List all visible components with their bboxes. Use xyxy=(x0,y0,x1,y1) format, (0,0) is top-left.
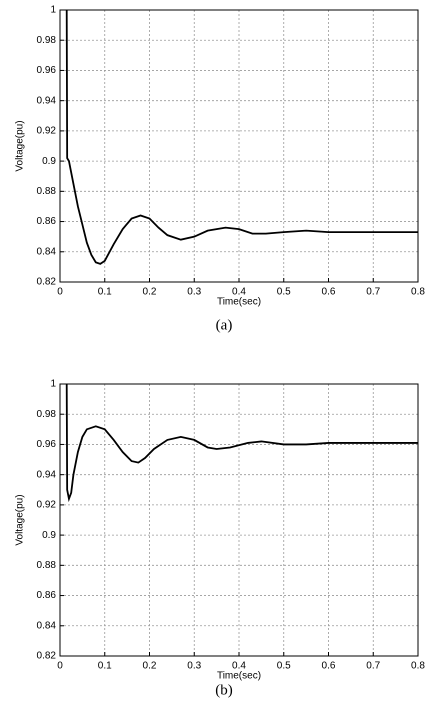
x-tick-label: 0.7 xyxy=(366,287,380,298)
x-tick-label: 0.4 xyxy=(232,661,246,672)
y-tick-label: 1 xyxy=(50,379,56,390)
x-tick-label: 0.1 xyxy=(98,661,112,672)
x-tick-label: 0.8 xyxy=(411,661,425,672)
y-tick-label: 0.96 xyxy=(37,65,57,76)
y-axis-label: Voltage(pu) xyxy=(15,494,26,545)
x-tick-label: 0.5 xyxy=(277,661,291,672)
y-tick-label: 0.94 xyxy=(37,469,57,480)
y-axis-label: Voltage(pu) xyxy=(15,120,26,171)
y-tick-label: 0.84 xyxy=(37,246,57,257)
x-tick-label: 0.5 xyxy=(277,287,291,298)
y-tick-label: 0.88 xyxy=(37,186,57,197)
data-line xyxy=(65,383,418,503)
y-tick-label: 0.96 xyxy=(37,439,57,450)
x-tick-label: 0 xyxy=(57,661,63,672)
x-tick-label: 0.3 xyxy=(187,661,201,672)
plot-frame xyxy=(59,9,419,283)
x-axis-label: Time(sec) xyxy=(217,297,261,308)
x-tick-label: 0.2 xyxy=(143,287,157,298)
y-tick-label: 0.86 xyxy=(37,216,57,227)
y-tick-label: 0.82 xyxy=(37,651,57,662)
y-tick-label: 0.84 xyxy=(37,620,57,631)
x-tick-label: 0.7 xyxy=(366,661,380,672)
caption: (a) xyxy=(216,317,233,333)
x-tick-label: 0.2 xyxy=(143,661,157,672)
x-tick-label: 0.4 xyxy=(232,287,246,298)
x-tick-label: 0.6 xyxy=(322,661,336,672)
y-tick-label: 0.88 xyxy=(37,560,57,571)
y-tick-label: 0.9 xyxy=(42,530,56,541)
y-tick-label: 0.92 xyxy=(37,126,57,137)
data-line xyxy=(65,9,418,265)
y-tick-label: 0.92 xyxy=(37,500,57,511)
y-tick-label: 0.9 xyxy=(42,156,56,167)
x-axis-label: Time(sec) xyxy=(217,671,261,682)
x-tick-label: 0.3 xyxy=(187,287,201,298)
y-tick-label: 0.86 xyxy=(37,590,57,601)
x-tick-label: 0.1 xyxy=(98,287,112,298)
x-tick-label: 0.6 xyxy=(322,287,336,298)
y-tick-label: 0.94 xyxy=(37,95,57,106)
caption: (b) xyxy=(215,682,233,698)
y-tick-label: 0.82 xyxy=(37,277,57,288)
y-tick-label: 1 xyxy=(50,5,56,16)
plot-frame xyxy=(59,383,419,657)
x-tick-label: 0 xyxy=(57,287,63,298)
y-tick-label: 0.98 xyxy=(37,35,57,46)
y-tick-label: 0.98 xyxy=(37,409,57,420)
x-tick-label: 0.8 xyxy=(411,287,425,298)
